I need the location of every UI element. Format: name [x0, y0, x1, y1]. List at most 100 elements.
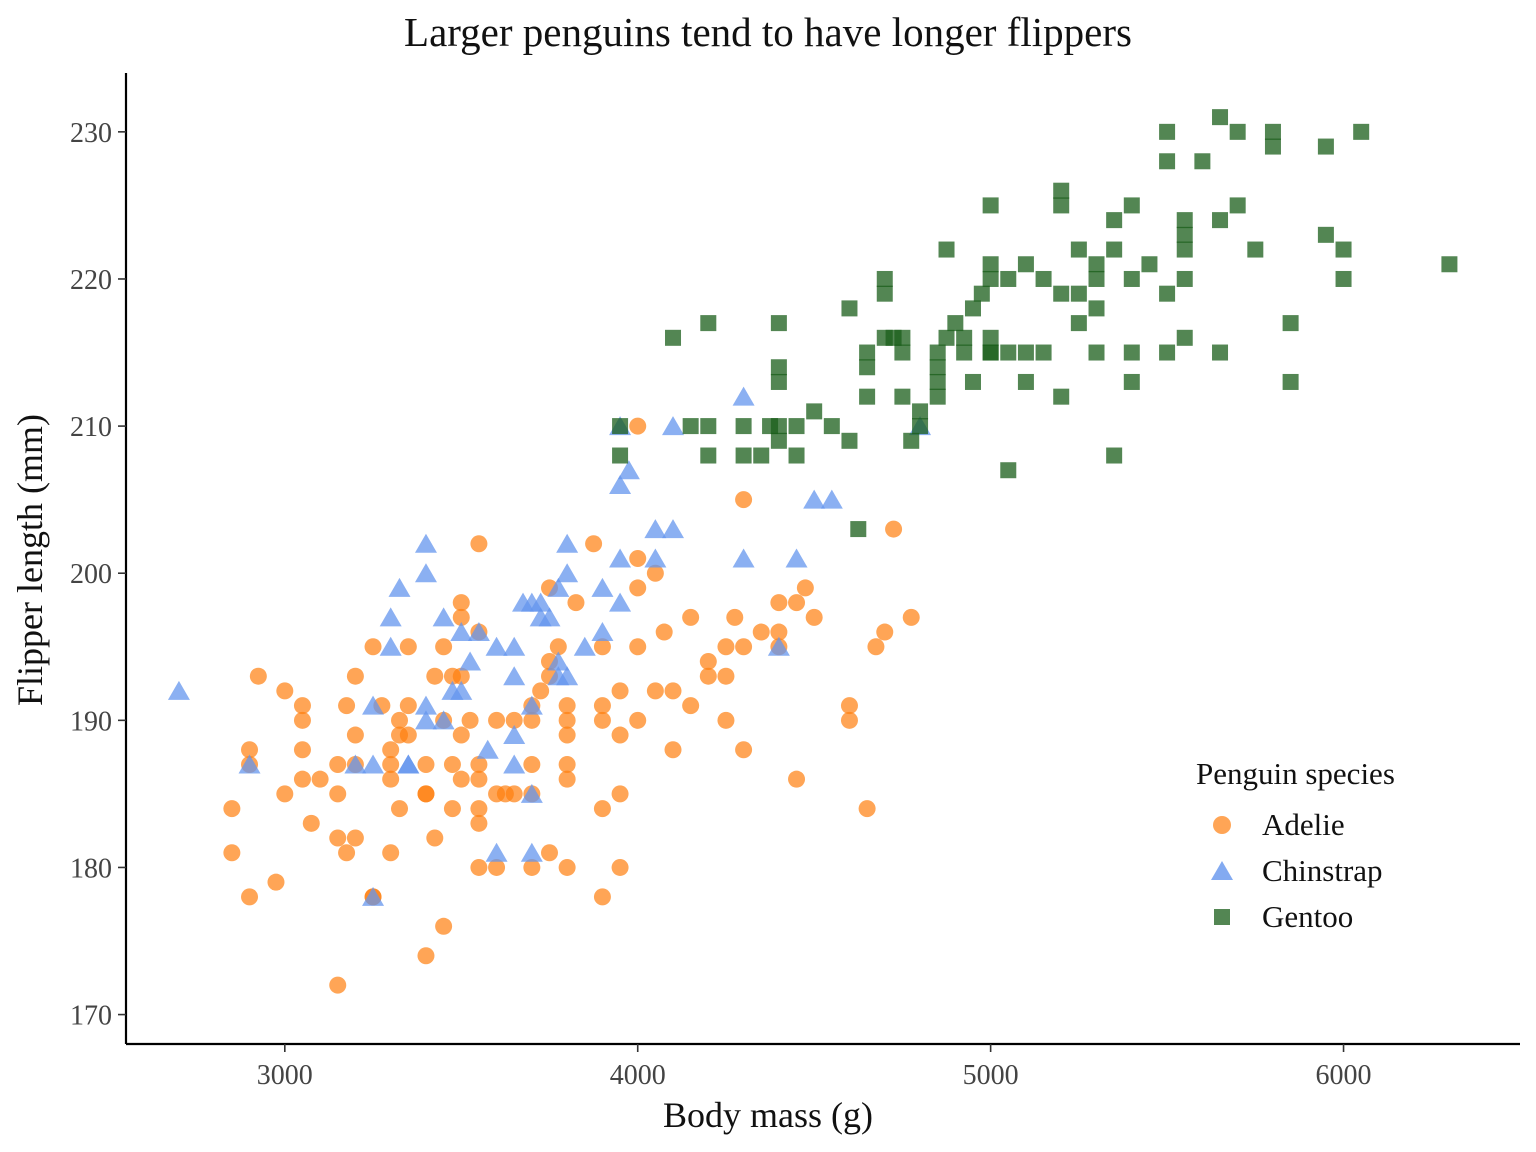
point-gentoo: [1264, 123, 1281, 140]
point-chinstrap: [644, 519, 667, 539]
point-adelie: [611, 726, 629, 744]
point-adelie: [338, 697, 356, 715]
point-gentoo: [1176, 329, 1193, 346]
point-gentoo: [1176, 226, 1193, 243]
point-adelie: [840, 711, 858, 729]
point-adelie: [276, 682, 294, 700]
point-adelie: [470, 858, 488, 876]
point-gentoo: [850, 521, 867, 538]
point-chinstrap: [503, 636, 526, 656]
point-adelie: [593, 800, 611, 818]
point-adelie: [735, 491, 753, 509]
point-adelie: [558, 858, 576, 876]
point-chinstrap: [388, 577, 411, 597]
point-gentoo: [1123, 197, 1140, 214]
point-gentoo: [1159, 153, 1176, 170]
point-gentoo: [700, 447, 717, 464]
point-chinstrap: [556, 563, 579, 583]
point-adelie: [417, 947, 435, 965]
point-adelie: [417, 785, 435, 803]
point-adelie: [293, 770, 311, 788]
point-gentoo: [682, 418, 699, 435]
point-adelie: [329, 976, 347, 994]
x-tick-label: 4000: [610, 1060, 666, 1091]
point-gentoo: [1017, 256, 1034, 273]
point-gentoo: [770, 359, 787, 376]
point-gentoo: [876, 270, 893, 287]
point-adelie: [796, 579, 814, 597]
legend-title: Penguin species: [1196, 756, 1395, 791]
legend-label: Gentoo: [1262, 899, 1354, 934]
point-adelie: [470, 800, 488, 818]
point-chinstrap: [485, 636, 508, 656]
point-gentoo: [1017, 373, 1034, 390]
point-adelie: [346, 829, 364, 847]
point-adelie: [399, 726, 417, 744]
point-gentoo: [982, 256, 999, 273]
point-gentoo: [1159, 123, 1176, 140]
point-gentoo: [1159, 344, 1176, 361]
point-chinstrap: [609, 548, 632, 568]
point-gentoo: [1088, 300, 1105, 317]
legend-label: Chinstrap: [1262, 853, 1383, 888]
point-adelie: [470, 755, 488, 773]
series-gentoo: [612, 109, 1458, 538]
point-adelie: [329, 829, 347, 847]
point-gentoo: [1353, 123, 1370, 140]
point-chinstrap: [432, 710, 455, 730]
point-gentoo: [735, 447, 752, 464]
point-adelie: [249, 667, 267, 685]
point-gentoo: [982, 197, 999, 214]
point-adelie: [241, 888, 259, 906]
point-chinstrap: [503, 666, 526, 686]
point-chinstrap: [379, 636, 402, 656]
point-gentoo: [1070, 315, 1087, 332]
point-gentoo: [612, 447, 629, 464]
point-chinstrap: [432, 607, 455, 627]
legend-label: Adelie: [1262, 807, 1345, 842]
point-adelie: [629, 711, 647, 729]
point-adelie: [770, 623, 788, 641]
point-adelie: [399, 638, 417, 656]
point-adelie: [461, 711, 479, 729]
point-adelie: [717, 667, 735, 685]
point-gentoo: [788, 447, 805, 464]
point-gentoo: [1070, 285, 1087, 302]
y-tick-label: 210: [70, 412, 112, 443]
point-gentoo: [1106, 447, 1123, 464]
y-tick-label: 200: [70, 559, 112, 590]
point-chinstrap: [732, 548, 755, 568]
point-gentoo: [700, 315, 717, 332]
point-adelie: [655, 623, 673, 641]
point-chinstrap: [591, 577, 614, 597]
point-chinstrap: [785, 548, 808, 568]
point-adelie: [593, 711, 611, 729]
point-adelie: [682, 608, 700, 626]
point-adelie: [417, 755, 435, 773]
point-adelie: [664, 741, 682, 759]
point-adelie: [629, 638, 647, 656]
point-chinstrap: [503, 754, 526, 774]
point-chinstrap: [547, 651, 570, 671]
point-adelie: [735, 741, 753, 759]
point-gentoo: [982, 270, 999, 287]
point-adelie: [391, 800, 409, 818]
point-gentoo: [1335, 241, 1352, 258]
point-gentoo: [788, 418, 805, 435]
y-tick-label: 180: [70, 853, 112, 884]
point-gentoo: [770, 418, 787, 435]
x-axis-label: Body mass (g): [663, 1095, 873, 1135]
point-adelie: [717, 711, 735, 729]
point-gentoo: [841, 300, 858, 317]
point-gentoo: [1335, 270, 1352, 287]
point-gentoo: [982, 344, 999, 361]
legend-item-gentoo: Gentoo: [1196, 894, 1395, 940]
point-adelie: [611, 682, 629, 700]
point-adelie: [399, 697, 417, 715]
point-adelie: [523, 711, 541, 729]
point-adelie: [788, 770, 806, 788]
point-adelie: [329, 785, 347, 803]
point-gentoo: [1053, 197, 1070, 214]
legend-key-triangle: [1196, 856, 1248, 886]
